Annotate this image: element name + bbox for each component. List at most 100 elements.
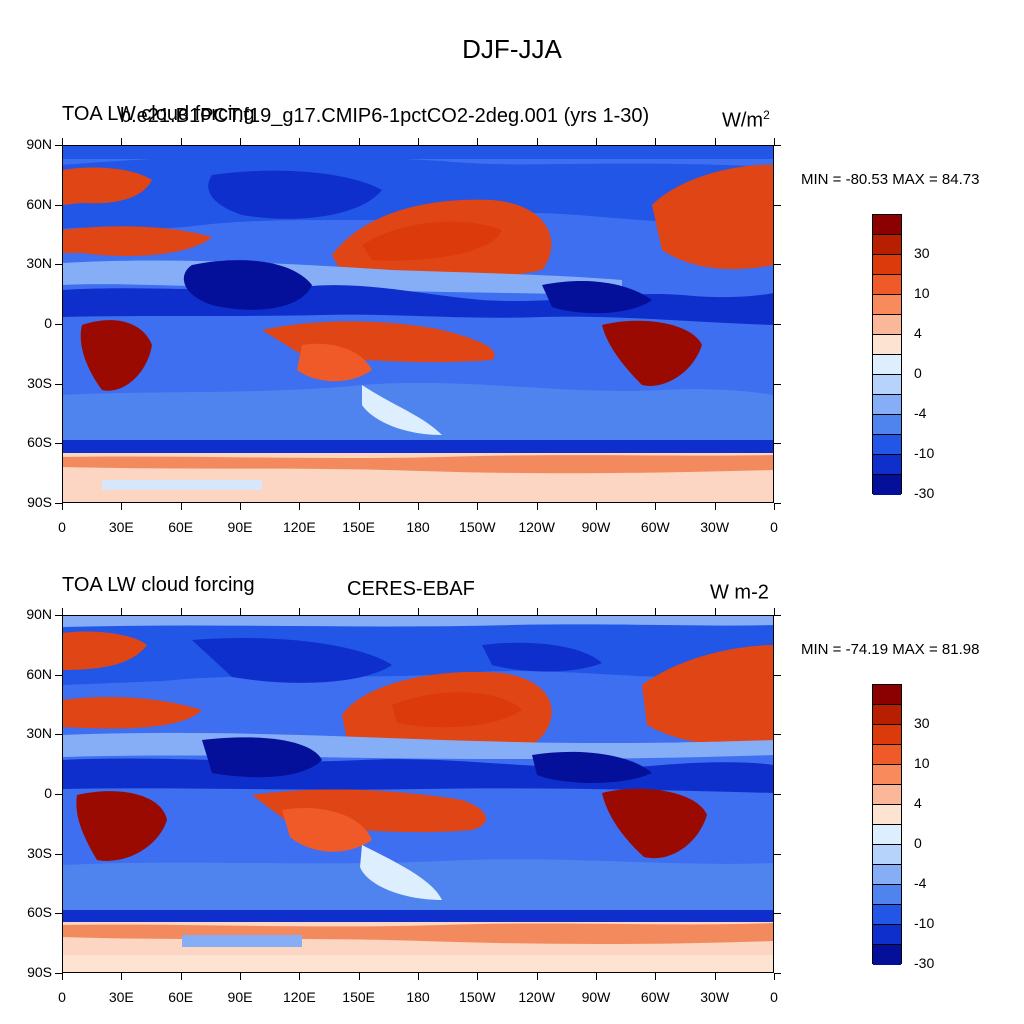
colorbar-label: 0 [914, 365, 922, 381]
colorbar-swatch [873, 705, 901, 725]
colorbar-swatch [873, 295, 901, 315]
x-tick-label: 60W [640, 519, 670, 535]
y-tick-mark [55, 383, 62, 385]
y-tick-label: 90S [27, 964, 52, 980]
colorbar-label: 30 [914, 245, 930, 261]
x-tick-label: 90E [227, 519, 253, 535]
y-tick-mark [55, 853, 62, 855]
colorbar-label: -4 [914, 405, 927, 421]
colorbar-swatch [873, 275, 901, 295]
y-tick-mark [55, 674, 62, 676]
colorbar-swatch [873, 395, 901, 415]
x-tick-mark [596, 608, 597, 615]
colorbar-swatch [873, 945, 901, 965]
x-tick-mark [596, 138, 597, 145]
x-tick-label: 150W [459, 519, 496, 535]
y-tick-mark [774, 734, 781, 736]
x-tick-mark [299, 138, 301, 145]
y-tick-mark [774, 324, 781, 325]
colorbar-swatch [873, 375, 901, 395]
y-tick-mark [55, 145, 62, 146]
colorbar-label: -30 [914, 955, 935, 971]
y-tick-mark [55, 204, 62, 206]
x-tick-mark [536, 503, 538, 510]
x-tick-label: 120W [518, 989, 555, 1005]
colorbar-label: -30 [914, 485, 935, 501]
x-tick-mark [536, 608, 538, 615]
y-tick-mark [55, 615, 62, 616]
y-tick-mark [774, 674, 781, 676]
colorbar-swatch [873, 925, 901, 945]
colorbar-swatch [873, 315, 901, 335]
colorbar [872, 684, 902, 965]
colorbar-label: -10 [914, 445, 935, 461]
x-tick-mark [714, 973, 716, 980]
y-tick-mark [774, 145, 781, 146]
y-tick-mark [774, 443, 781, 445]
y-tick-mark [55, 794, 62, 795]
y-tick-label: 30N [26, 725, 52, 742]
x-tick-mark [180, 973, 182, 980]
y-tick-label: 60S [27, 904, 52, 921]
panel-units: W/m2 [722, 108, 770, 132]
x-tick-mark [240, 973, 241, 980]
colorbar-swatch [873, 355, 901, 375]
colorbar-label: 4 [914, 795, 922, 811]
x-tick-mark [714, 503, 716, 510]
x-tick-label: 120E [282, 989, 316, 1005]
x-tick-mark [418, 138, 419, 145]
x-tick-label: 120W [518, 519, 555, 535]
x-tick-mark [240, 608, 241, 615]
y-tick-mark [55, 973, 62, 974]
x-tick-mark [536, 973, 538, 980]
colorbar-label: 0 [914, 835, 922, 851]
x-tick-mark [180, 503, 182, 510]
y-tick-mark [55, 443, 62, 445]
x-tick-mark [180, 138, 182, 145]
x-tick-label: 90W [581, 989, 611, 1005]
colorbar-label: -4 [914, 875, 927, 891]
colorbar-swatch [873, 435, 901, 455]
x-tick-label: 60W [640, 989, 670, 1005]
colorbar-label: 4 [914, 325, 922, 341]
colorbar-swatch [873, 765, 901, 785]
y-tick-mark [55, 324, 62, 325]
x-tick-mark [299, 503, 301, 510]
y-tick-mark [774, 204, 781, 206]
panel-center-title: b.e21.B1PCT.f19_g17.CMIP6-1pctCO2-2deg.0… [120, 105, 650, 127]
x-tick-label: 150W [459, 989, 496, 1005]
panel-left-title: TOA LW cloud forcing [62, 103, 255, 125]
x-tick-mark [774, 138, 775, 145]
y-tick-mark [55, 503, 62, 504]
y-tick-label: 60N [26, 195, 52, 212]
x-tick-label: 60E [168, 989, 194, 1005]
panel-center-title: CERES-EBAF [347, 578, 475, 600]
x-tick-mark [596, 503, 597, 510]
colorbar-swatch [873, 865, 901, 885]
x-tick-mark [477, 973, 479, 980]
y-tick-mark [774, 853, 781, 855]
y-tick-mark [774, 973, 781, 974]
y-tick-mark [55, 913, 62, 915]
colorbar-swatch [873, 905, 901, 925]
colorbar-swatch [873, 825, 901, 845]
panel-left-title: TOA LW cloud forcing [62, 574, 255, 596]
x-tick-mark [121, 138, 123, 145]
x-tick-mark [180, 608, 182, 615]
colorbar [872, 214, 902, 495]
y-tick-mark [774, 615, 781, 616]
y-tick-mark [774, 913, 781, 915]
y-tick-label: 90N [26, 136, 52, 152]
colorbar-label: 10 [914, 755, 930, 771]
x-tick-label: 60E [168, 519, 194, 535]
y-tick-label: 90S [27, 494, 52, 510]
colorbar-swatch [873, 685, 901, 705]
x-tick-mark [62, 973, 63, 980]
x-tick-mark [655, 608, 657, 615]
colorbar-swatch [873, 235, 901, 255]
colorbar-swatch [873, 885, 901, 905]
colorbar-swatch [873, 215, 901, 235]
y-tick-mark [55, 734, 62, 736]
colorbar-label: 30 [914, 715, 930, 731]
y-tick-label: 90N [26, 606, 52, 622]
